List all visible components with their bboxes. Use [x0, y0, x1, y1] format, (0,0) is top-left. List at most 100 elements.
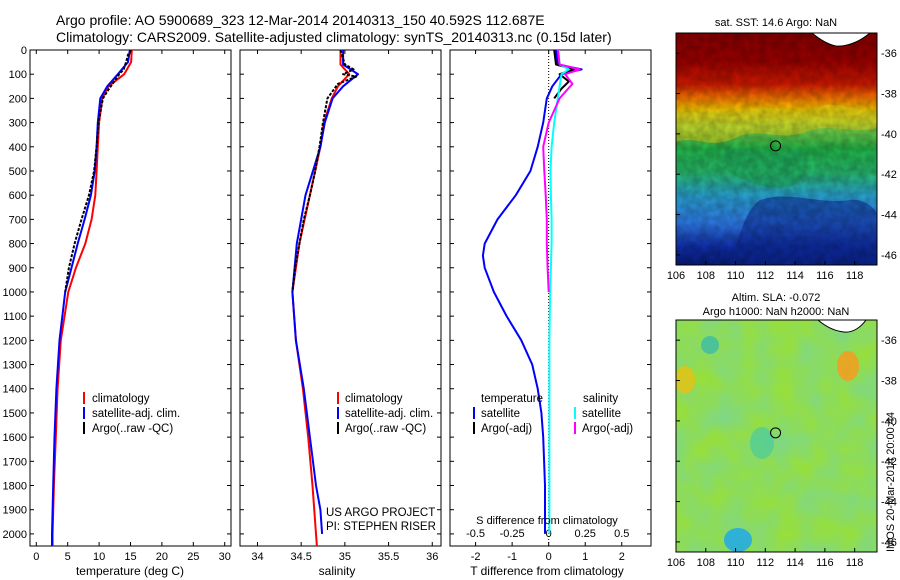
map-x-tick-label: 112: [757, 557, 775, 569]
depth-tick-label: 0: [21, 45, 27, 57]
difference-series: [481, 50, 583, 534]
depth-axis: 0 100 200 300 400 500 600 700 800 900 1000 1100 1200…: [3, 45, 651, 541]
x-tick-label: 15: [124, 551, 136, 563]
top-x-tick-label: 0.5: [614, 528, 629, 540]
map-y-tick-label: -44: [881, 497, 897, 509]
sla-low-center: [750, 427, 774, 459]
map-y-tick-label: -46: [881, 537, 897, 549]
sla-map-frame: [675, 319, 878, 553]
map-x-tick-label: 110: [727, 557, 745, 569]
series-line-satellite-adj-clim-: [51, 50, 131, 546]
x-tick-label: 34: [251, 551, 263, 563]
depth-tick-label: 100: [9, 69, 27, 81]
map-x-tick-label: 118: [846, 557, 864, 569]
series-line-satellite: [548, 50, 570, 534]
project-label: US ARGO PROJECT: [326, 507, 435, 519]
map-x-tick-label: 114: [786, 270, 804, 282]
x-tick-label: 5: [65, 551, 71, 563]
depth-tick-label: 1600: [3, 432, 27, 444]
salinity-legend: climatology satellite-adj. clim. Argo(..…: [337, 392, 433, 435]
sla-map-title-line2: Argo h1000: NaN h2000: NaN: [703, 306, 850, 318]
depth-tick-label: 200: [9, 93, 27, 105]
x-tick-label: 36: [426, 551, 438, 563]
map-x-tick-label: 116: [816, 270, 834, 282]
legend-label-argo: Argo(..raw -QC): [345, 423, 426, 435]
x-tick-label: 0: [33, 551, 39, 563]
legend-label-sal-argo: Argo(-adj): [582, 423, 633, 435]
sla-map-title-line1: Altim. SLA: -0.072: [732, 292, 821, 304]
salinity-xlabel: salinity: [319, 564, 356, 578]
map-x-tick-label: 110: [727, 270, 745, 282]
legend-label-temp-argo: Argo(-adj): [481, 423, 532, 435]
figure-title-line2: Climatology: CARS2009. Satellite-adjuste…: [56, 29, 612, 45]
temperature-legend: climatology satellite-adj. clim. Argo(..…: [83, 392, 180, 435]
series-line-argo-raw-qc-: [291, 50, 358, 293]
depth-tick-label: 1500: [3, 408, 27, 420]
coastline: [811, 33, 871, 47]
sst-map: [676, 33, 877, 265]
map-x-tick-label: 116: [816, 557, 834, 569]
temperature-axis: 0 5 10 15 20 25 30: [33, 50, 231, 563]
map-y-tick-label: -36: [881, 48, 897, 60]
depth-tick-label: 500: [9, 166, 27, 178]
difference-legend: temperature salinity satellite Argo(-adj…: [473, 393, 633, 435]
sla-map-axes: 106 108 110 112 114 116 118 -36 -38 -40 -42 -44 -46: [667, 335, 897, 569]
top-x-tick-label: -0.5: [466, 528, 485, 540]
depth-tick-label: 700: [9, 214, 27, 226]
x-tick-label: 10: [93, 551, 105, 563]
temperature-panel-frame: [29, 49, 232, 547]
sla-low-nw: [701, 336, 719, 354]
difference-panel-frame: [449, 49, 652, 547]
x-tick-label: 1: [582, 551, 588, 563]
map-x-tick-label: 106: [667, 557, 685, 569]
sst-map-title: sat. SST: 14.6 Argo: NaN: [715, 17, 837, 29]
top-x-tick-label: -0.25: [500, 528, 525, 540]
sst-map-axes: 106 108 110 112 114 116 118 -36 -38 -40 -42 -44 -46: [667, 48, 897, 282]
depth-tick-label: 1800: [3, 481, 27, 493]
x-tick-label: 35.5: [378, 551, 399, 563]
legend-label-sal-satellite: satellite: [582, 408, 621, 420]
map-x-tick-label: 112: [757, 270, 775, 282]
map-x-tick-label: 118: [846, 270, 864, 282]
x-tick-label: 35: [339, 551, 351, 563]
legend-header-temperature: temperature: [481, 393, 543, 405]
x-tick-label: 20: [156, 551, 168, 563]
depth-tick-label: 2000: [3, 529, 27, 541]
sst-map-frame: [675, 32, 878, 266]
temperature-series: [51, 50, 133, 546]
map-x-tick-label: 106: [667, 270, 685, 282]
temperature-xlabel: temperature (deg C): [76, 564, 184, 578]
sla-high-west: [676, 366, 695, 394]
series-line-climatology: [291, 50, 351, 546]
depth-tick-label: 600: [9, 190, 27, 202]
x-tick-label: 0: [546, 551, 552, 563]
map-x-tick-label: 114: [786, 557, 804, 569]
x-tick-label: 30: [219, 551, 231, 563]
map-y-tick-label: -46: [881, 250, 897, 262]
coastline: [817, 320, 867, 333]
depth-tick-label: 300: [9, 118, 27, 130]
legend-label-climatology: climatology: [92, 393, 150, 405]
salinity-panel-frame: [239, 49, 442, 547]
depth-tick-label: 1700: [3, 456, 27, 468]
sla-high-east: [837, 351, 859, 381]
map-y-tick-label: -40: [881, 416, 897, 428]
series-line-satellite: [481, 50, 583, 534]
difference-xlabel-bottom: T difference from climatology: [470, 564, 624, 578]
map-y-tick-label: -44: [881, 210, 897, 222]
legend-label-satellite: satellite-adj. clim.: [345, 408, 433, 420]
imos-timestamp: IMOS 20-Mar-2014 20:00:44: [885, 412, 897, 552]
pi-label: PI: STEPHEN RISER: [326, 521, 436, 533]
difference-xlabel-top: S difference from climatology: [476, 515, 618, 527]
x-tick-label: -2: [471, 551, 481, 563]
legend-label-temp-satellite: satellite: [481, 408, 520, 420]
depth-tick-label: 1200: [3, 335, 27, 347]
depth-tick-label: 800: [9, 239, 27, 251]
legend-label-satellite: satellite-adj. clim.: [92, 408, 180, 420]
map-y-tick-label: -42: [881, 169, 897, 181]
map-y-tick-label: -42: [881, 456, 897, 468]
legend-label-climatology: climatology: [345, 393, 403, 405]
series-line-argo-raw-qc-: [64, 50, 132, 293]
argo-location-marker: [770, 140, 782, 152]
